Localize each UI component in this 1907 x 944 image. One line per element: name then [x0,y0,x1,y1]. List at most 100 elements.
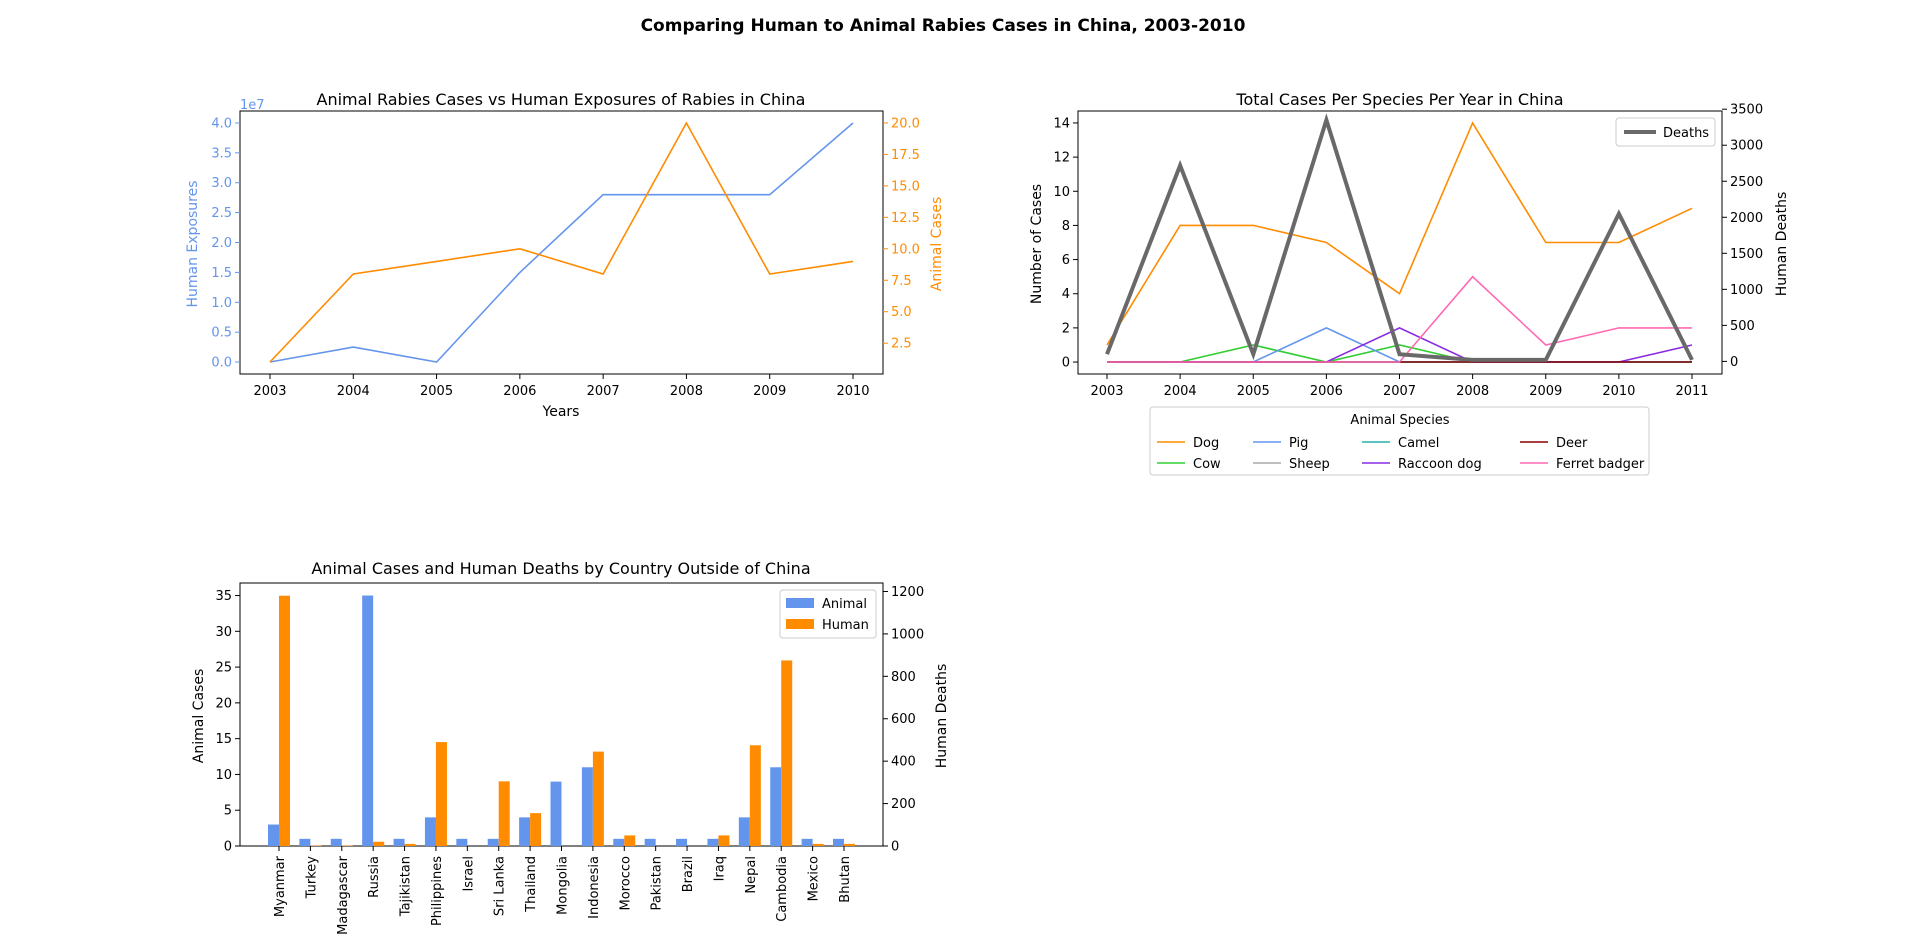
chart2-deaths-legend-label: Deaths [1663,126,1709,141]
chart3-yleft-tick-label: 25 [215,661,232,676]
chart1-yright-tick-label: 20.0 [891,116,920,131]
chart2-yleft-tick-label: 0 [1062,356,1070,371]
chart1-yleft-tick-label: 2.5 [211,206,232,221]
chart1-yleft-tick-label: 0.5 [211,326,232,341]
chart3-x-tick-label: Tajikistan [399,856,414,917]
chart3-legend-label: Human [822,618,869,633]
chart2-yright-tick-label: 3000 [1730,139,1763,154]
chart3-bar-animal [487,838,499,846]
chart1-yright-tick-label: 12.5 [891,211,920,226]
chart1-yleft-tick-label: 1.0 [211,296,232,311]
chart3-yright-tick-label: 1200 [891,585,924,600]
chart2-species-legend-label: Raccoon dog [1398,457,1482,472]
chart1-line-animal-cases [269,121,854,363]
chart3-yleft-tick-label: 30 [215,625,232,640]
chart1-yleft-tick-label: 3.0 [211,176,232,191]
chart2-species-legend-label: Pig [1289,436,1308,451]
chart3-bar-human [373,841,385,846]
chart3-bar-animal [393,838,405,846]
chart2-species-legend-label: Sheep [1289,457,1330,472]
chart3-bar-animal [801,838,813,846]
chart3-bar-animal [644,838,656,846]
chart2-yright-tick-label: 1000 [1730,283,1763,298]
chart2-yleft-tick-label: 10 [1053,185,1070,200]
chart3-x-tick-label: Indonesia [587,856,602,919]
chart2-x-tick-label: 2008 [1456,384,1489,399]
chart3-bar-animal [581,767,593,846]
chart2-species-legend-title: Animal Species [1350,413,1449,428]
chart3-ylabel-left: Animal Cases [191,669,207,763]
chart3-title: Animal Cases and Human Deaths by Country… [311,559,810,578]
chart3-bar-animal [770,767,782,846]
chart3-bar-animal [268,824,279,846]
chart3-bar-human [844,843,855,846]
chart3-bar-animal [519,817,531,846]
chart2-species-legend-label: Deer [1556,436,1588,451]
chart3-bar-animal [707,838,719,846]
chart3-bar-human [279,595,290,846]
chart3-x-tick-label: Nepal [744,856,759,894]
chart2-x-tick-label: 2011 [1675,384,1708,399]
chart3-ylabel-right: Human Deaths [934,664,950,769]
chart3-x-tick-label: Pakistan [650,856,665,910]
chart3-yleft-tick-label: 10 [215,768,232,783]
chart2-ylabel-left: Number of Cases [1029,184,1045,304]
chart3-bar-human [498,781,510,846]
chart3-x-tick-label: Madagascar [336,855,351,935]
chart3-bar-human [624,835,636,846]
chart2-yleft-tick-label: 6 [1062,253,1070,268]
chart2-deaths-legend-box [1615,117,1716,147]
chart1-x-tick-label: 2005 [420,384,453,399]
chart1-frame [239,110,884,375]
chart3-bar-animal [738,817,750,846]
chart2-yleft-tick-label: 12 [1053,151,1070,166]
chart2-x-tick-label: 2007 [1383,384,1416,399]
chart3-x-tick-label: Thailand [524,856,539,913]
chart3-bar-animal [456,838,468,846]
chart1-x-tick-label: 2006 [503,384,536,399]
chart3-yleft-tick-label: 5 [224,804,232,819]
chart3-bar-animal [362,595,374,846]
chart2-x-tick-label: 2010 [1602,384,1635,399]
chart3-yleft-tick-label: 0 [224,840,232,855]
chart3-yright-tick-label: 400 [891,755,916,770]
chart1-line-human-exposures [269,122,854,363]
chart2-x-tick-label: 2004 [1164,384,1197,399]
chart-species-per-year: Total Cases Per Species Per Year in Chin… [1029,90,1790,476]
chart3-x-tick-label: Iraq [712,856,727,881]
chart3-legend-label: Animal [822,597,867,612]
chart1-yright-tick-label: 5.0 [891,305,912,320]
chart3-bar-human [592,751,604,846]
chart2-yleft-tick-label: 4 [1062,287,1070,302]
chart2-yright-tick-label: 2500 [1730,175,1763,190]
chart3-x-tick-label: Sri Lanka [493,856,508,916]
chart1-yleft-tick-label: 4.0 [211,116,232,131]
chart2-species-legend-box [1149,406,1650,476]
chart1-yleft-tick-label: 0.0 [211,356,232,371]
figure-title: Comparing Human to Animal Rabies Cases i… [641,16,1246,36]
chart1-yright-tick-label: 7.5 [891,274,912,289]
chart2-line-deaths [1105,113,1694,362]
chart3-x-tick-label: Philippines [430,856,445,926]
chart1-yleft-tick-label: 1.5 [211,266,232,281]
chart1-title: Animal Rabies Cases vs Human Exposures o… [317,90,806,109]
chart2-yleft-tick-label: 8 [1062,219,1070,234]
chart2-species-legend: Animal Species Dog Cow Pig Sheep Camel Raccoon… [1149,406,1650,476]
chart3-bar-human [718,835,730,846]
chart3-yleft-tick-label: 15 [215,732,232,747]
chart3-x-tick-label: Morocco [618,856,633,910]
chart1-yright-tick-label: 17.5 [891,148,920,163]
chart3-bar-animal [676,838,688,846]
chart3-bar-human [812,843,824,846]
chart2-x-tick-label: 2009 [1529,384,1562,399]
chart-exposures-vs-animal-cases: Animal Rabies Cases vs Human Exposures o… [185,90,945,420]
chart1-x-tick-label: 2003 [253,384,286,399]
chart2-species-legend-label: Cow [1193,457,1221,472]
chart3-bar-human [781,660,793,846]
chart2-frame [1077,110,1723,375]
chart3-yleft-tick-label: 35 [215,589,232,604]
chart2-x-tick-label: 2006 [1310,384,1343,399]
chart3-bar-animal [299,838,311,846]
chart3-bar-human [530,813,542,846]
